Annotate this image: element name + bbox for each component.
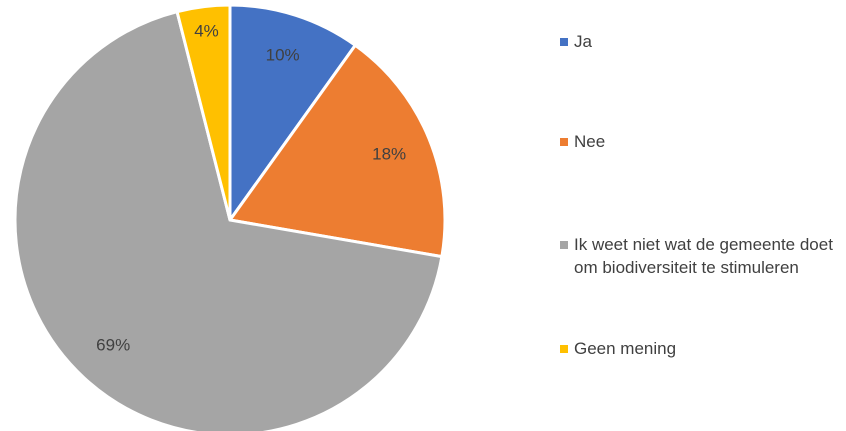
- legend-swatch: [560, 345, 568, 353]
- legend-label: Geen mening: [574, 339, 677, 358]
- data-label: 10%: [266, 46, 300, 65]
- legend-entry: Geen mening: [560, 337, 840, 360]
- pie-slice: [13, 9, 444, 431]
- legend-entry: Ik weet niet wat de gemeente doet om bio…: [560, 233, 840, 279]
- legend-label: Ik weet niet wat de gemeente doet om bio…: [574, 235, 833, 277]
- data-label: 69%: [96, 336, 130, 355]
- legend-entry: Ja: [560, 30, 840, 53]
- legend-entry: Nee: [560, 130, 840, 153]
- legend-label: Nee: [574, 132, 606, 151]
- legend-label: Ja: [574, 32, 592, 51]
- legend-swatch: [560, 138, 568, 146]
- pie-slice: [175, 3, 232, 221]
- legend-swatch: [560, 38, 568, 46]
- data-label: 4%: [194, 22, 219, 41]
- legend-swatch: [560, 241, 568, 249]
- pie-slice: [227, 43, 447, 259]
- pie-slice: [228, 3, 358, 225]
- data-label: 18%: [372, 144, 406, 163]
